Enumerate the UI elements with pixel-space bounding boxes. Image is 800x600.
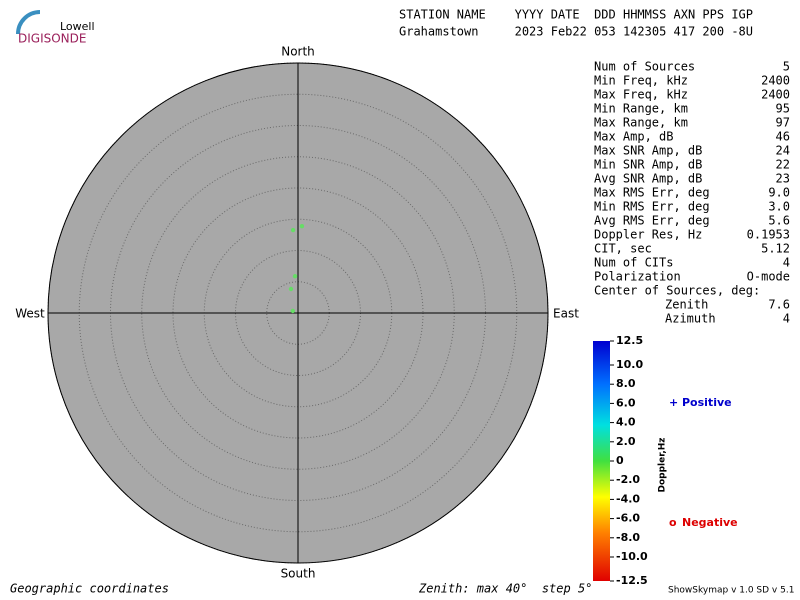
stat-label: Azimuth: [665, 312, 716, 326]
stat-value: 7.6: [768, 298, 790, 312]
colorbar-tick-label: -8.0: [616, 531, 640, 544]
stat-value: 4: [783, 256, 790, 270]
stat-value: 95: [776, 102, 790, 116]
stat-value: 4: [783, 312, 790, 326]
legend-label: Positive: [682, 396, 732, 409]
stat-label: Min SNR Amp, dB: [594, 158, 702, 172]
colorbar-tick-label: -10.0: [616, 550, 648, 563]
direction-north: North: [281, 45, 315, 59]
source-point: [299, 224, 305, 229]
direction-west: West: [15, 307, 45, 321]
stat-label: Avg SNR Amp, dB: [594, 172, 702, 186]
colorbar-tick-label: 0: [616, 454, 624, 467]
stat-label: Max Amp, dB: [594, 130, 673, 144]
logo-arc: [16, 10, 41, 35]
stat-value: 2400: [761, 88, 790, 102]
stat-label: Min Range, km: [594, 102, 688, 116]
stat-label: Max RMS Err, deg: [594, 186, 710, 200]
colorbar-tick-label: -6.0: [616, 512, 640, 525]
stat-value: O-mode: [747, 270, 790, 284]
source-point: [292, 274, 298, 279]
stat-label: Num of CITs: [594, 256, 673, 270]
legend-label: Negative: [682, 516, 738, 529]
stat-value: 0.1953: [747, 228, 790, 242]
stat-value: 2400: [761, 74, 790, 88]
legend-symbol: +: [669, 396, 678, 409]
stat-section: Center of Sources, deg:: [594, 284, 760, 298]
stat-value: 5: [783, 60, 790, 74]
header-values: Grahamstown 2023 Feb22 053 142305 417 20…: [399, 25, 753, 39]
direction-south: South: [281, 567, 316, 581]
footer-center: Zenith: max 40° step 5°: [418, 582, 592, 596]
source-point: [290, 308, 295, 314]
legend-symbol: o: [669, 516, 677, 529]
logo-top: Lowell: [60, 20, 95, 33]
stat-label: Min Freq, kHz: [594, 74, 688, 88]
stat-value: 22: [776, 158, 790, 172]
stat-value: 3.0: [768, 200, 790, 214]
source-point: [288, 286, 294, 292]
colorbar-tick-label: -4.0: [616, 492, 640, 505]
stat-label: Max Freq, kHz: [594, 88, 688, 102]
colorbar-tick-label: 10.0: [616, 358, 643, 371]
stat-label: CIT, sec: [594, 242, 652, 256]
colorbar-tick-label: 2.0: [616, 435, 636, 448]
stat-value: 24: [776, 144, 790, 158]
stat-label: Num of Sources: [594, 60, 695, 74]
colorbar-tick-label: -12.5: [616, 574, 648, 587]
colorbar-tick-label: -2.0: [616, 473, 640, 486]
stat-label: Min RMS Err, deg: [594, 200, 710, 214]
stat-label: Doppler Res, Hz: [594, 228, 702, 242]
stat-value: 97: [776, 116, 790, 130]
colorbar-tick-label: 4.0: [616, 416, 636, 429]
footer-right: ShowSkymap v 1.0 SD v 5.1: [668, 586, 794, 596]
colorbar-tick-label: 6.0: [616, 396, 636, 409]
stat-label: Max Range, km: [594, 116, 688, 130]
stat-value: 5.12: [761, 242, 790, 256]
colorbar-title: Doppler,Hz: [658, 437, 668, 492]
colorbar: [593, 341, 610, 581]
header-columns: STATION NAME YYYY DATE DDD HHMMSS AXN PP…: [399, 8, 753, 22]
stat-value: 5.6: [768, 214, 790, 228]
source-point: [290, 227, 296, 233]
stat-label: Max SNR Amp, dB: [594, 144, 702, 158]
stat-label: Avg RMS Err, deg: [594, 214, 710, 228]
footer-left: Geographic coordinates: [10, 582, 169, 596]
logo-bottom: DIGISONDE: [18, 32, 86, 46]
direction-east: East: [553, 307, 579, 321]
stat-value: 23: [776, 172, 790, 186]
stat-label: Zenith: [665, 298, 708, 312]
stat-label: Polarization: [594, 270, 681, 284]
colorbar-tick-label: 8.0: [616, 377, 636, 390]
stat-value: 9.0: [768, 186, 790, 200]
stat-value: 46: [776, 130, 790, 144]
colorbar-tick-label: 12.5: [616, 334, 643, 347]
